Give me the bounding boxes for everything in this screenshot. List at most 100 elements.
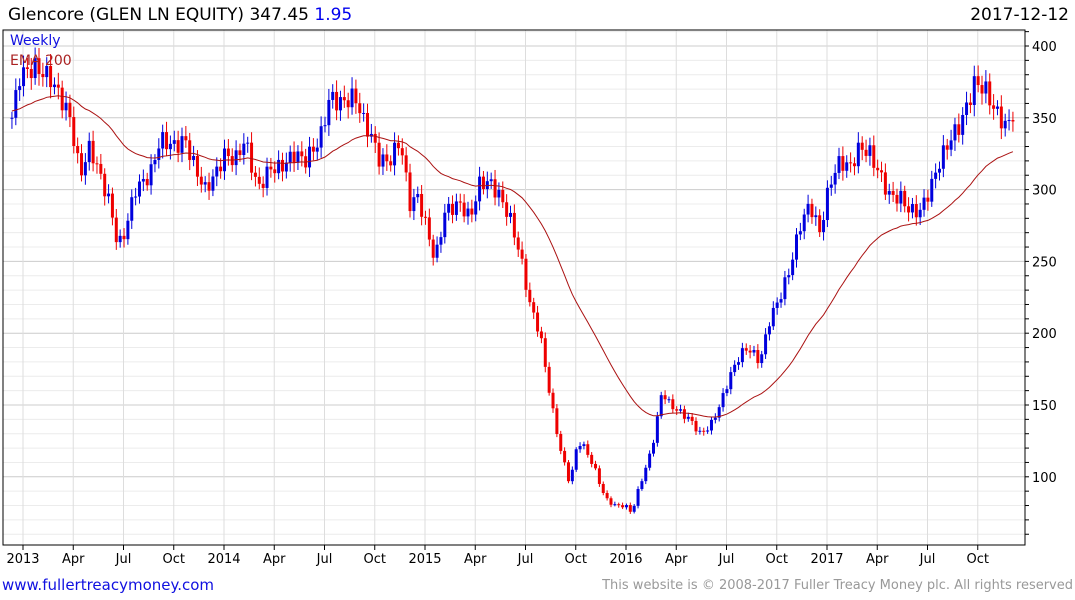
candle-body [331,91,335,100]
candle-body [242,143,246,155]
candle [914,195,918,226]
candle [590,452,594,468]
candle [852,157,856,176]
candle [253,166,257,187]
website-link[interactable]: www.fullertreacymoney.com [2,576,215,594]
candles [10,47,1015,514]
candle-body [72,117,76,146]
candle [721,388,725,412]
candle [648,450,652,471]
candle [895,188,899,212]
candle [737,357,741,370]
candle [319,116,323,158]
candle [516,231,520,257]
candle-body [872,145,876,168]
candle [180,127,184,163]
candle-body [489,179,493,182]
candle [667,396,671,403]
candle-body [33,58,37,79]
candle-body [10,117,14,119]
candle-body [56,84,60,88]
candle [10,111,14,129]
candle [555,404,559,438]
candle-body [663,395,667,400]
last-price: 347.45 [249,5,309,25]
candle [238,143,242,162]
candle-body [791,259,795,276]
candle [292,141,296,172]
candle-body [509,212,513,217]
candle [431,234,435,266]
candle-body [238,150,242,155]
candle [141,169,145,192]
candle-body [945,145,949,150]
candle [980,75,984,105]
candle [149,154,153,195]
candle-body [99,163,103,174]
candle [161,124,165,159]
x-tick-label: Jul [919,552,936,567]
candle-body [868,145,872,156]
candle [864,139,868,163]
candle-body [651,442,655,454]
candle [806,194,810,223]
candle-body [261,183,265,188]
candle-body [300,151,304,157]
candle-body [435,244,439,258]
candle [578,442,582,453]
candle-body [497,189,501,198]
candle-body [740,348,744,363]
candle [280,152,284,182]
candle [706,426,710,434]
plot-frame [2,29,1026,546]
candle-body [130,197,134,221]
candle [698,426,702,435]
candle [841,146,845,181]
candle [686,412,690,422]
candle-body [992,105,996,109]
candle [644,464,648,485]
candle-body [466,208,470,217]
candle [103,168,107,206]
candle [748,344,752,359]
candle-body [532,302,536,313]
candle [199,166,203,193]
candle-body [87,140,91,163]
candle-body [806,203,810,215]
candle [605,490,609,501]
candle-body [280,159,284,172]
candle-body [137,181,141,197]
candle [64,91,68,121]
candle-body [934,172,938,179]
candle-body [184,136,188,141]
candle-body [667,399,671,401]
candle-body [702,430,706,432]
candle [137,174,141,204]
candle [234,140,238,176]
candle [33,47,37,85]
candle [609,496,613,508]
candle-body [957,124,961,135]
candle [443,203,447,244]
candle [953,117,957,151]
candle [91,130,95,172]
candle [547,362,551,396]
candle [296,145,300,170]
candle-body [787,275,791,278]
candle [532,297,536,320]
candle [509,205,513,224]
candle [543,332,547,373]
candle [907,197,911,222]
x-tick-label: 2017 [810,552,843,567]
candle-body [899,190,903,204]
candle [628,502,632,514]
candle [373,126,377,154]
candle [613,501,617,507]
candle-body [605,492,609,499]
candle-body [775,302,779,308]
candle [327,88,331,136]
candle-body [215,166,219,177]
candle-body [493,179,497,198]
candle-body [609,498,613,505]
candle-body [551,392,555,409]
